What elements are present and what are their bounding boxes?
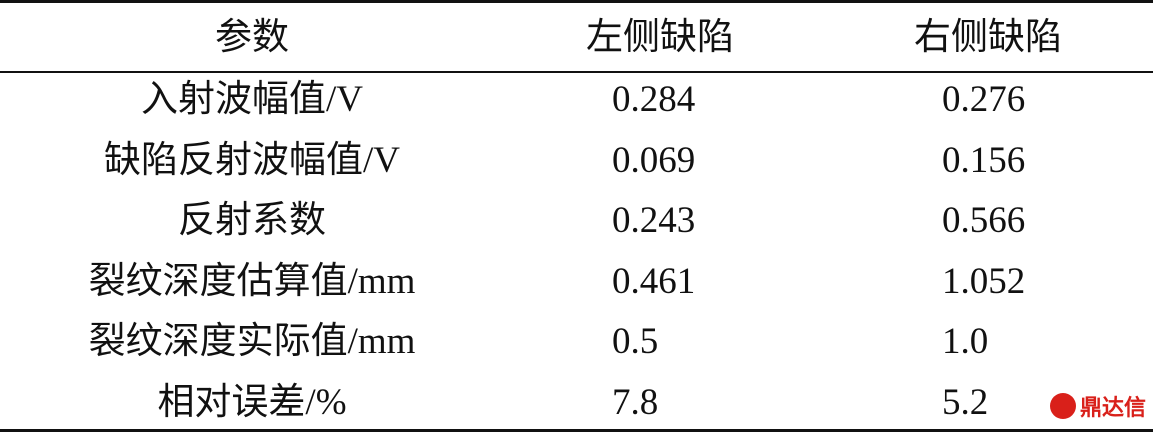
value-cell: 1.0 bbox=[942, 321, 989, 362]
header-cell: 右侧缺陷 bbox=[914, 17, 1062, 58]
bottom-rule bbox=[0, 429, 1153, 432]
row-label: 入射波幅值/V bbox=[141, 79, 363, 120]
row-label: 裂纹深度实际值/mm bbox=[88, 321, 416, 362]
watermark-text: 鼎达信 bbox=[1080, 396, 1147, 421]
value-cell: 0.461 bbox=[612, 260, 696, 302]
row-label: 相对误差/% bbox=[157, 381, 347, 423]
header-rule bbox=[0, 71, 1153, 73]
watermark: 鼎达信 bbox=[1050, 390, 1146, 422]
value-cell: 0.284 bbox=[612, 79, 696, 120]
value-cell: 0.243 bbox=[612, 200, 696, 241]
value-cell: 0.566 bbox=[942, 200, 1026, 241]
value-cell: 5.2 bbox=[942, 381, 989, 423]
header-cell: 左侧缺陷 bbox=[586, 17, 734, 58]
top-rule bbox=[0, 0, 1153, 3]
header-cell: 参数 bbox=[215, 17, 289, 58]
value-cell: 7.8 bbox=[612, 381, 659, 423]
value-cell: 0.069 bbox=[612, 139, 696, 181]
value-cell: 0.276 bbox=[942, 79, 1026, 120]
value-cell: 1.052 bbox=[942, 260, 1026, 302]
row-label: 反射系数 bbox=[178, 200, 326, 241]
watermark-logo bbox=[1050, 393, 1076, 419]
value-cell: 0.5 bbox=[612, 321, 659, 362]
row-label: 缺陷反射波幅值/V bbox=[104, 139, 400, 181]
value-cell: 0.156 bbox=[942, 139, 1026, 181]
row-label: 裂纹深度估算值/mm bbox=[88, 260, 416, 302]
